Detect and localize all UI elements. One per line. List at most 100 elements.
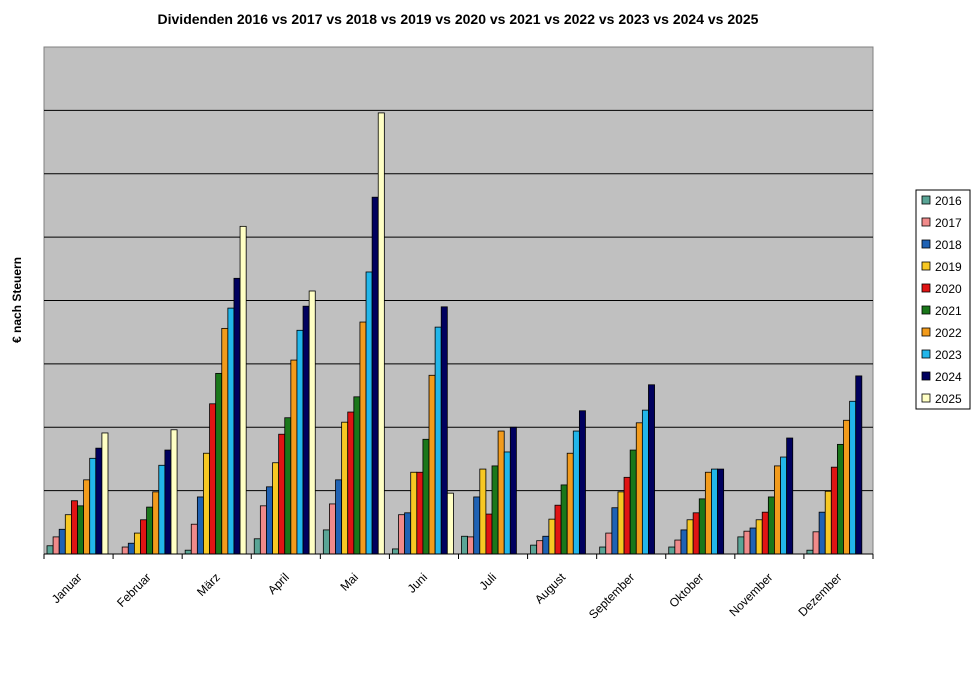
bar-2017-Juli (467, 536, 475, 555)
bar-2024-Juni (440, 306, 448, 555)
bar-2018-August (542, 535, 550, 555)
bar-2022-August (566, 452, 574, 555)
bar-2018-März (196, 496, 204, 555)
bar-2017-Oktober (674, 539, 682, 555)
bar-2023-Dezember (849, 400, 857, 555)
bar-2020-Juli (485, 513, 493, 555)
bar-2020-November (761, 511, 769, 555)
bar-2019-Dezember (824, 490, 832, 555)
bar-2020-Dezember (830, 466, 838, 555)
bar-2024-März (233, 277, 241, 555)
bar-2023-Juli (503, 451, 511, 555)
bar-2024-Dezember (855, 375, 863, 555)
bar-2023-Januar (89, 457, 97, 555)
x-tick-label: November (726, 570, 775, 619)
legend-swatch-2021 (921, 305, 931, 315)
legend-swatch-2019 (921, 261, 931, 271)
bar-2025-Januar (101, 432, 109, 555)
bar-2017-Mai (329, 503, 336, 555)
x-tick-label: Dezember (796, 570, 845, 619)
bar-2024-August (578, 410, 586, 555)
bar-2016-April (253, 538, 261, 555)
bar-2017-Dezember (812, 531, 820, 555)
legend-label-2024: 2024 (935, 370, 962, 384)
bar-2018-November (749, 527, 757, 555)
bar-2021-Oktober (698, 498, 706, 555)
x-tick-label: April (265, 570, 292, 597)
bar-2016-Juli (461, 535, 468, 555)
bar-2018-Juli (473, 496, 481, 555)
bar-2021-September (629, 449, 637, 555)
bar-2025-Februar (170, 429, 178, 555)
legend-label-2023: 2023 (935, 348, 962, 362)
bar-2022-Juli (497, 430, 505, 555)
bar-2021-August (560, 484, 568, 555)
bar-2016-August (530, 544, 538, 555)
bar-2019-Juni (410, 471, 418, 555)
bar-2020-April (278, 433, 286, 555)
legend-swatch-2017 (921, 217, 931, 227)
bar-2023-November (780, 456, 788, 555)
legend-label-2020: 2020 (935, 282, 962, 296)
bar-2024-Januar (95, 447, 103, 555)
bar-2021-April (284, 417, 292, 555)
legend-swatch-2024 (921, 371, 931, 381)
bar-2024-Februar (164, 449, 172, 555)
bar-2016-Mai (322, 529, 330, 555)
bar-2019-Juli (479, 468, 487, 555)
legend-swatch-2023 (921, 349, 931, 359)
y-axis-label: € nach Steuern (10, 257, 24, 343)
bar-2022-Oktober (704, 471, 712, 555)
bar-2019-Oktober (686, 519, 694, 555)
bar-2024-Oktober (717, 468, 725, 555)
bar-2017-November (743, 530, 751, 555)
bar-2024-April (302, 305, 310, 555)
x-tick-label: September (586, 570, 637, 621)
bar-2019-August (548, 518, 556, 555)
bar-2018-Mai (335, 479, 343, 555)
bar-2020-März (209, 403, 217, 555)
bar-2020-Januar (71, 500, 78, 555)
legend-swatch-2020 (921, 283, 931, 293)
bar-2021-Dezember (837, 443, 844, 555)
bar-2024-September (648, 384, 655, 555)
bar-2020-Mai (347, 411, 355, 555)
bar-2025-Mai (377, 112, 385, 555)
legend-swatch-2018 (921, 239, 931, 249)
bar-2020-Februar (140, 519, 147, 555)
bar-2021-Juni (422, 438, 430, 555)
bar-2023-März (227, 307, 235, 555)
bar-2019-November (755, 519, 763, 555)
bar-2016-März (184, 549, 192, 555)
bar-2019-September (617, 491, 625, 555)
bar-2018-September (611, 507, 619, 555)
bar-2023-April (296, 329, 304, 555)
bar-2017-April (259, 505, 267, 555)
bar-2018-April (266, 486, 273, 555)
x-tick-label: Juli (477, 570, 500, 593)
bar-2017-August (536, 540, 544, 555)
bar-2017-Februar (121, 546, 129, 555)
bar-2018-Juni (404, 512, 412, 555)
bar-2020-September (623, 476, 631, 555)
bar-2022-Juni (428, 374, 436, 555)
x-tick-label: Mai (337, 570, 361, 594)
bar-2017-Januar (52, 536, 60, 555)
bar-2019-Mai (341, 421, 349, 555)
bar-2023-August (572, 430, 580, 555)
legend-label-2017: 2017 (935, 216, 962, 230)
legend-label-2021: 2021 (935, 304, 962, 318)
bar-2021-März (215, 372, 223, 555)
chart-title: Dividenden 2016 vs 2017 vs 2018 vs 2019 … (158, 11, 759, 27)
bar-2018-Januar (58, 528, 66, 555)
bar-2023-Oktober (711, 468, 718, 555)
bar-2016-Juni (392, 548, 399, 555)
bar-2024-Mai (371, 196, 379, 555)
x-tick-label: Februar (114, 570, 154, 610)
bar-2018-Oktober (680, 529, 688, 555)
x-tick-label: Juni (405, 570, 430, 595)
bar-2021-Mai (353, 396, 361, 555)
bar-2025-März (239, 225, 247, 555)
bar-2016-Dezember (806, 549, 814, 555)
x-tick-label: Oktober (666, 570, 706, 610)
